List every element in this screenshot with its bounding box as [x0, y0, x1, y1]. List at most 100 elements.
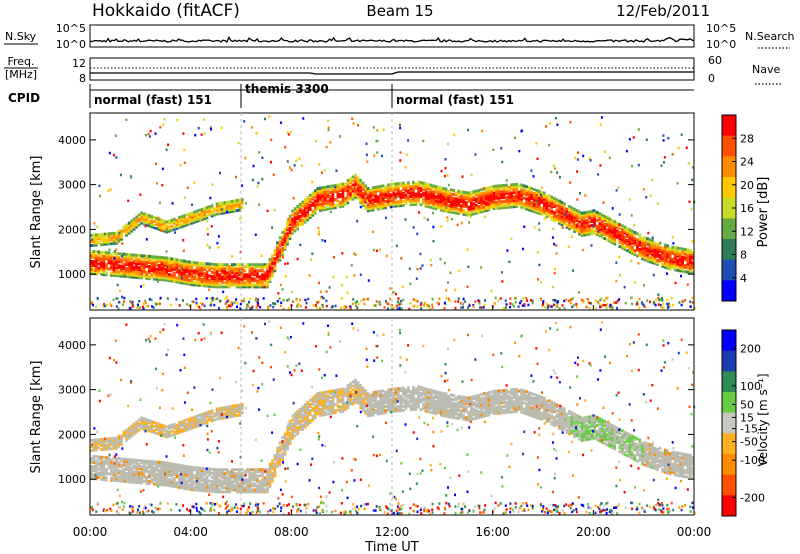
power-cell — [205, 270, 209, 274]
velocity-cell — [218, 484, 221, 488]
power-cell — [326, 201, 330, 205]
power-cell — [442, 205, 445, 209]
power-cell — [236, 275, 239, 279]
power-cell — [331, 194, 335, 198]
velocity-cell — [135, 474, 138, 478]
power-cell — [563, 214, 566, 218]
power-cell — [384, 204, 387, 208]
power-cell — [210, 270, 214, 274]
power-cell — [246, 275, 249, 279]
velocity-cell — [306, 405, 309, 409]
power-near-cell — [195, 297, 198, 301]
power-near-cell — [144, 299, 147, 303]
power-cell — [276, 247, 279, 251]
power-cell — [689, 252, 692, 256]
power-noise-cell — [279, 121, 282, 124]
power-near-cell — [321, 303, 324, 307]
velocity-cell — [210, 479, 214, 483]
power-near-cell — [278, 297, 281, 300]
power-cell — [97, 235, 101, 239]
power-cell — [490, 199, 493, 203]
power-cell — [361, 191, 365, 195]
velocity-cell — [341, 399, 345, 403]
power-cell — [565, 213, 569, 217]
power-noise-cell — [180, 276, 183, 280]
power-noise-cell — [353, 274, 356, 277]
power-cell — [409, 187, 413, 191]
velocity-cell — [135, 481, 138, 484]
power-cell — [550, 209, 554, 213]
power-cell — [293, 219, 297, 223]
power-near-cell — [292, 300, 295, 303]
power-near-cell — [200, 301, 202, 305]
power-near-cell — [511, 303, 514, 306]
power-cell — [583, 213, 586, 217]
power-cell — [193, 218, 196, 222]
nave-tick-bottom: 0 — [708, 72, 715, 85]
power-cell — [502, 192, 506, 195]
power-cell — [241, 267, 244, 271]
velocity-cell — [251, 482, 254, 486]
power-cell — [459, 206, 463, 210]
power-cell — [402, 199, 405, 203]
velocity-cell — [220, 484, 224, 488]
power-cell — [651, 247, 654, 251]
velocity-cell — [168, 468, 171, 471]
power-cell — [527, 186, 531, 190]
power-cell — [185, 221, 189, 225]
velocity-cell — [278, 449, 282, 453]
power-cell — [261, 283, 264, 287]
power-cell — [608, 229, 611, 233]
velocity-cell — [339, 390, 342, 394]
power-cell — [296, 209, 299, 212]
power-cell — [636, 232, 639, 236]
power-cell — [540, 208, 544, 212]
velocity-cell — [326, 400, 330, 404]
power-cell — [316, 197, 320, 201]
power-cell — [225, 271, 229, 275]
power-cell — [482, 205, 486, 209]
power-noise-cell — [158, 201, 161, 205]
power-noise-cell — [637, 262, 640, 265]
power-cell — [643, 248, 647, 252]
power-near-cell — [243, 297, 246, 300]
power-cell — [603, 237, 606, 240]
velocity-cell — [296, 410, 299, 413]
power-cell — [538, 205, 541, 209]
velocity-cell — [208, 469, 211, 473]
power-cell — [563, 216, 566, 220]
power-near-cell — [598, 302, 601, 306]
power-cell — [266, 271, 269, 275]
power-noise-cell — [399, 159, 402, 162]
power-cell — [137, 268, 141, 272]
power-near-cell — [604, 304, 607, 307]
power-cell — [651, 249, 654, 253]
power-cell — [543, 203, 546, 207]
velocity-cell — [359, 384, 362, 387]
power-cell — [198, 273, 201, 277]
power-cell — [545, 215, 549, 219]
power-cell — [442, 197, 445, 201]
power-cell — [344, 188, 347, 192]
power-cell — [115, 235, 118, 239]
velocity-cell — [276, 462, 279, 466]
power-cell — [127, 223, 131, 227]
power-cell — [183, 218, 186, 222]
power-noise-cell — [536, 251, 539, 254]
power-cell — [447, 200, 450, 204]
power-cell — [158, 269, 161, 273]
velocity-cell — [92, 473, 96, 477]
power-near-cell — [611, 306, 614, 309]
power-cell — [286, 232, 289, 236]
power-noise-cell — [492, 148, 495, 151]
power-cell — [673, 256, 677, 260]
power-cell — [110, 238, 113, 242]
power-cell — [621, 246, 624, 250]
velocity-cell — [351, 384, 355, 388]
power-cell — [545, 205, 549, 208]
velocity-cell — [238, 488, 242, 492]
velocity-cell — [150, 460, 153, 464]
power-cell — [329, 194, 332, 198]
power-cell — [195, 283, 199, 287]
power-near-cell — [445, 296, 448, 300]
